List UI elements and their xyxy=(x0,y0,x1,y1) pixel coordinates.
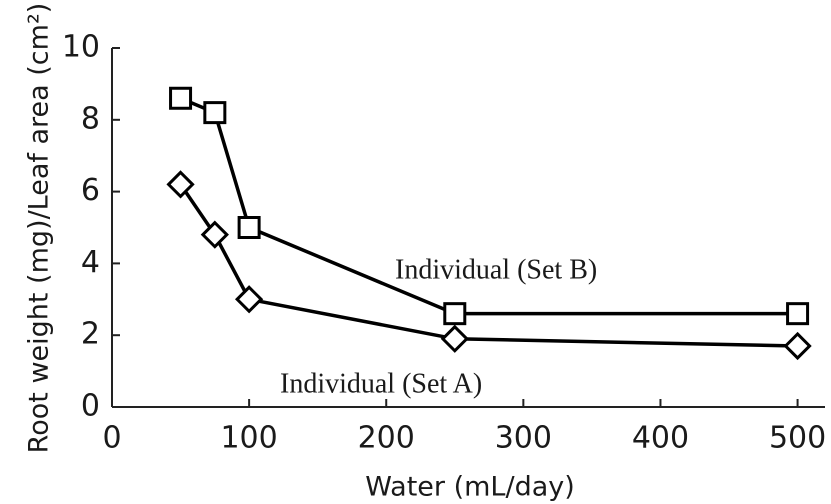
x-tick-label: 500 xyxy=(769,421,826,456)
marker xyxy=(200,220,229,249)
x-axis-label: Water (mL/day) xyxy=(365,472,575,503)
y-tick-label: 10 xyxy=(62,30,100,65)
y-tick-label: 8 xyxy=(81,101,100,136)
marker xyxy=(234,285,264,314)
y-tick-label: 2 xyxy=(81,317,100,352)
annotation: Individual (Set B) xyxy=(395,254,597,285)
y-tick-label: 4 xyxy=(81,245,100,280)
y-axis-label: Root weight (mg)/Leaf area (cm²) xyxy=(24,3,55,454)
x-tick-label: 0 xyxy=(102,421,121,456)
marker xyxy=(203,101,227,125)
marker xyxy=(440,324,469,353)
x-tick-label: 300 xyxy=(495,421,552,456)
marker xyxy=(786,302,810,326)
y-tick-label: 0 xyxy=(81,389,100,424)
x-tick-label: 400 xyxy=(632,421,689,456)
marker xyxy=(237,216,261,239)
marker xyxy=(169,86,193,110)
annotation: Individual (Set A) xyxy=(280,368,482,399)
x-tick-label: 100 xyxy=(220,421,277,456)
marker xyxy=(783,331,812,361)
marker xyxy=(166,170,195,199)
x-tick-label: 200 xyxy=(358,421,415,456)
y-tick-label: 6 xyxy=(81,173,100,208)
marker xyxy=(443,302,467,326)
